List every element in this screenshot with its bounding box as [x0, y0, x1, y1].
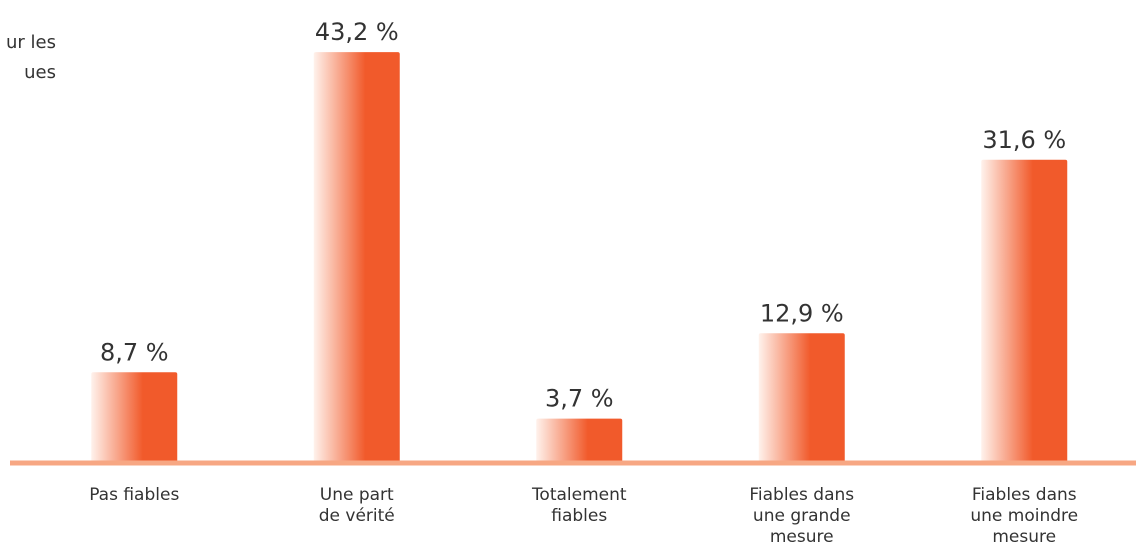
x-tick-label: de vérité — [319, 506, 395, 526]
x-tick-label: Totalement — [531, 485, 627, 505]
x-tick-label: une grande — [753, 506, 851, 526]
value-label: 31,6 % — [982, 126, 1066, 154]
value-label: 8,7 % — [100, 338, 169, 366]
x-tick-label: une moindre — [970, 506, 1078, 526]
value-label: 43,2 % — [315, 18, 399, 46]
x-tick-label: Pas fiables — [89, 485, 179, 505]
bar — [91, 372, 178, 463]
x-tick-label: Fiables dans — [749, 485, 854, 505]
value-label: 3,7 % — [545, 385, 614, 413]
value-label: 12,9 % — [760, 299, 844, 327]
x-tick-label: Une part — [320, 485, 394, 505]
x-tick-label: mesure — [770, 527, 834, 547]
bar — [758, 333, 845, 463]
bar — [313, 52, 400, 463]
title-fragment: ues — [24, 62, 56, 83]
title-fragment: ur les — [6, 32, 56, 53]
x-tick-label: fiables — [551, 506, 607, 526]
x-tick-label: Fiables dans — [972, 485, 1077, 505]
bar — [981, 159, 1068, 463]
x-tick-label: mesure — [992, 527, 1056, 547]
bar — [536, 418, 623, 463]
